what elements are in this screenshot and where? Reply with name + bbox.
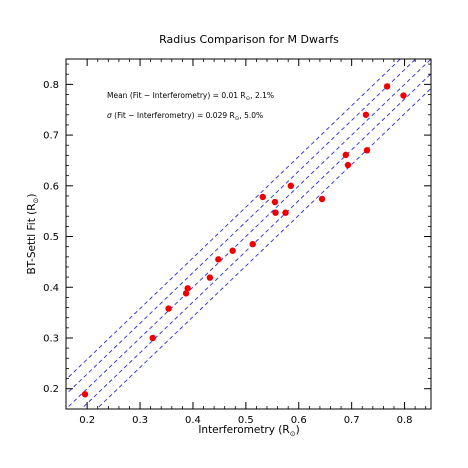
data-point xyxy=(259,193,266,201)
data-point xyxy=(184,285,191,292)
y-tick-label: 0.8 xyxy=(43,80,59,91)
annotations: Mean (Fit − Interferometry) = 0.01 R⊙, 2… xyxy=(107,91,274,122)
data-points xyxy=(81,83,407,398)
data-point xyxy=(342,151,350,159)
data-point xyxy=(363,147,371,154)
data-point xyxy=(400,92,407,99)
data-point xyxy=(229,247,236,254)
data-point xyxy=(282,209,289,216)
data-point xyxy=(206,274,214,281)
x-axis-ticks: 0.2 0.3 0.4 0.5 0.6 0.7 0.8 xyxy=(79,59,427,426)
y-axis-label: BT-Settl Fit (R⊙) xyxy=(26,193,40,274)
reference-line-sigma xyxy=(80,73,431,409)
reference-line-one-to-one xyxy=(66,59,431,409)
chart-title: Radius Comparison for M Dwarfs xyxy=(159,33,339,46)
data-point xyxy=(318,195,326,203)
data-point xyxy=(149,334,156,342)
x-tick-label: 0.2 xyxy=(79,415,95,426)
y-tick-label: 0.7 xyxy=(43,131,59,142)
y-tick-label: 0.3 xyxy=(43,333,59,344)
data-point xyxy=(182,290,190,297)
x-tick-label: 0.7 xyxy=(344,415,360,426)
x-tick-label: 0.6 xyxy=(291,415,307,426)
x-tick-label: 0.4 xyxy=(185,415,201,426)
annotation-mean: Mean (Fit − Interferometry) = 0.01 R⊙, 2… xyxy=(107,91,274,102)
data-point xyxy=(383,83,391,90)
x-tick-label: 0.3 xyxy=(132,415,148,426)
y-tick-label: 0.6 xyxy=(43,181,59,192)
data-point xyxy=(215,256,222,263)
x-tick-label: 0.8 xyxy=(397,415,413,426)
reference-line-two-sigma xyxy=(66,59,401,381)
reference-line-two-sigma xyxy=(96,87,431,409)
x-tick-label: 0.5 xyxy=(238,415,254,426)
y-tick-label: 0.2 xyxy=(43,384,59,395)
x-axis-label: Interferometry (R⊙) xyxy=(198,424,299,438)
data-point xyxy=(272,209,279,216)
data-point xyxy=(287,182,295,190)
reference-line-sigma xyxy=(66,59,417,395)
plot-frame xyxy=(65,58,432,410)
data-point xyxy=(165,305,172,312)
data-point xyxy=(344,161,352,169)
data-point xyxy=(249,240,256,248)
data-point xyxy=(81,391,89,398)
y-tick-label: 0.5 xyxy=(43,232,59,243)
annotation-sigma: σ (Fit − Interferometry) = 0.029 R⊙, 5.0… xyxy=(107,111,263,122)
y-axis-ticks: 0.2 0.3 0.4 0.5 0.6 0.7 0.8 xyxy=(43,63,431,395)
reference-lines xyxy=(66,59,431,409)
y-tick-label: 0.4 xyxy=(43,283,59,294)
data-point xyxy=(271,198,279,206)
data-point xyxy=(362,111,370,118)
